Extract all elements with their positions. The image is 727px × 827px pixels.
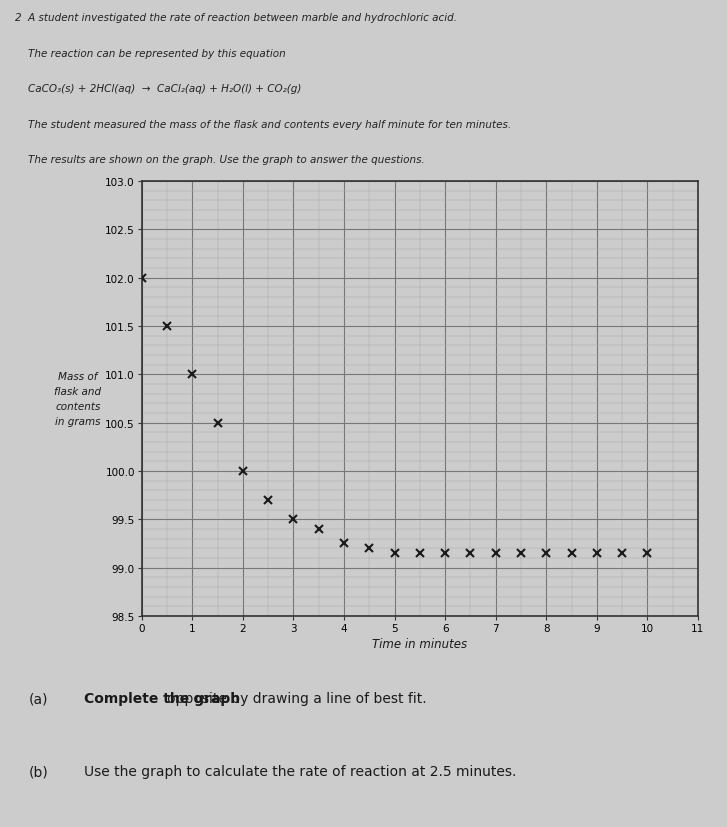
Text: (a): (a) <box>29 691 49 705</box>
Text: Mass of
flask and
contents
in grams: Mass of flask and contents in grams <box>55 372 101 426</box>
Text: 2  A student investigated the rate of reaction between marble and hydrochloric a: 2 A student investigated the rate of rea… <box>15 13 457 23</box>
Text: The reaction can be represented by this equation: The reaction can be represented by this … <box>15 49 285 59</box>
Text: opposite by drawing a line of best fit.: opposite by drawing a line of best fit. <box>84 691 426 705</box>
Text: (b): (b) <box>29 764 49 778</box>
Text: Use the graph to calculate the rate of reaction at 2.5 minutes.: Use the graph to calculate the rate of r… <box>84 764 516 778</box>
X-axis label: Time in minutes: Time in minutes <box>372 637 467 650</box>
Text: The student measured the mass of the flask and contents every half minute for te: The student measured the mass of the fla… <box>15 120 510 130</box>
Text: The results are shown on the graph. Use the graph to answer the questions.: The results are shown on the graph. Use … <box>15 155 425 165</box>
Text: Complete the graph: Complete the graph <box>84 691 240 705</box>
Text: CaCO₃(s) + 2HCl(aq)  →  CaCl₂(aq) + H₂O(l) + CO₂(g): CaCO₃(s) + 2HCl(aq) → CaCl₂(aq) + H₂O(l)… <box>15 84 301 94</box>
